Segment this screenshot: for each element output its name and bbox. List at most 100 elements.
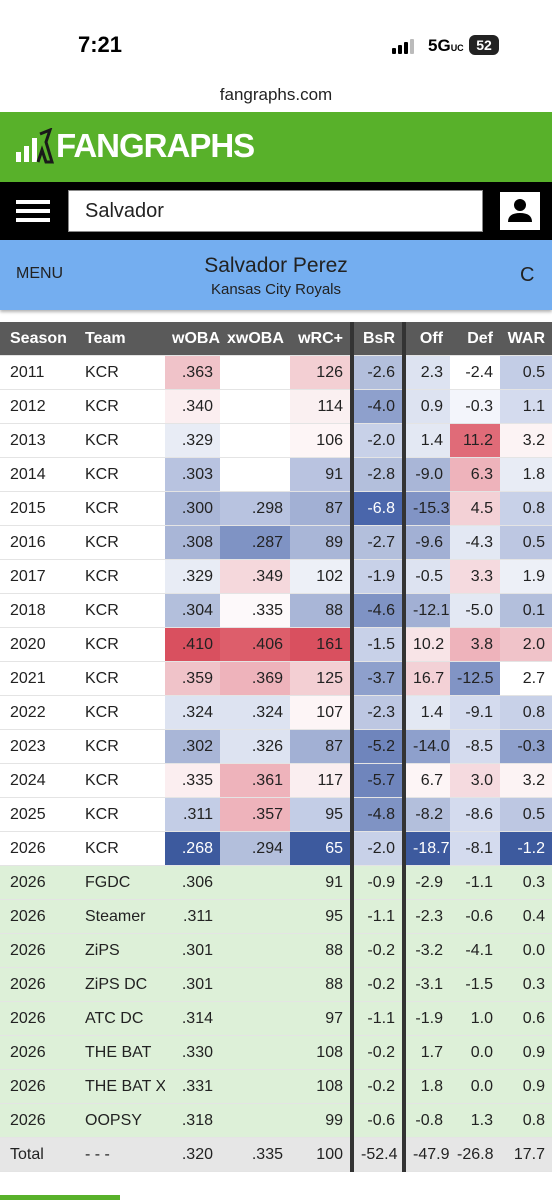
table-cell: .304 — [165, 593, 220, 628]
table-cell: 4.5 — [450, 491, 500, 526]
table-row: 2026 ATC DC .314 97 -1.1 -1.9 1.0 0.6 — [0, 1001, 552, 1036]
table-cell: 3.2 — [500, 423, 552, 458]
table-cell: .294 — [220, 831, 290, 866]
url[interactable]: fangraphs.com — [219, 85, 333, 104]
table-row: 2026 OOPSY .318 99 -0.6 -0.8 1.3 0.8 — [0, 1103, 552, 1138]
table-cell — [220, 389, 290, 424]
hamburger[interactable] — [16, 198, 52, 224]
table-cell: -9.6 — [404, 525, 450, 560]
table-cell: .311 — [165, 899, 220, 934]
user-button[interactable] — [500, 192, 540, 230]
table-cell: 91 — [290, 865, 354, 900]
player-name: Salvador Perez — [204, 254, 348, 277]
table-cell: 0.0 — [450, 1069, 500, 1104]
table-row: 2013 KCR .329 106 -2.0 1.4 11.2 3.2 — [0, 423, 552, 458]
search-input[interactable]: Salvador — [68, 190, 483, 232]
table-cell: 1.4 — [404, 423, 450, 458]
table-cell: -15.3 — [404, 491, 450, 526]
table-cell: KCR — [75, 593, 165, 628]
network-type: 5G — [428, 36, 451, 55]
table-cell: .324 — [220, 695, 290, 730]
column-header: wRC+ — [290, 322, 354, 356]
table-cell: -2.6 — [352, 355, 406, 390]
table-cell: - - - — [75, 1137, 165, 1172]
table-row: 2026 THE BAT .330 108 -0.2 1.7 0.0 0.9 — [0, 1035, 552, 1070]
table-cell: -2.0 — [352, 423, 406, 458]
table-cell: -2.7 — [352, 525, 406, 560]
column-header: wOBA — [165, 322, 220, 356]
table-cell: -18.7 — [404, 831, 450, 866]
table-cell: OOPSY — [75, 1103, 165, 1138]
table-cell: -2.9 — [404, 865, 450, 900]
table-cell: 2020 — [0, 627, 75, 662]
table-cell: .300 — [165, 491, 220, 526]
table-cell: 2012 — [0, 389, 75, 424]
column-header: Off — [404, 322, 450, 356]
column-header: Season — [0, 322, 75, 356]
table-cell: 2022 — [0, 695, 75, 730]
table-cell: 161 — [290, 627, 354, 662]
table-cell: -26.8 — [450, 1137, 500, 1172]
table-cell: -0.8 — [404, 1103, 450, 1138]
table-cell: 1.9 — [500, 559, 552, 594]
table-cell: 117 — [290, 763, 354, 798]
table-cell: ZiPS DC — [75, 967, 165, 1002]
table-cell: .340 — [165, 389, 220, 424]
menu-button[interactable]: MENU — [16, 265, 64, 282]
table-cell: 17.7 — [500, 1137, 552, 1172]
table-cell: .308 — [165, 525, 220, 560]
player-team[interactable]: Kansas City Royals — [210, 281, 342, 298]
table-cell: 99 — [290, 1103, 354, 1138]
table-cell — [220, 355, 290, 390]
table-cell: 2026 — [0, 1069, 75, 1104]
table-cell: .363 — [165, 355, 220, 390]
table-cell: -4.6 — [352, 593, 406, 628]
table-cell — [220, 967, 290, 1002]
table-cell: 0.5 — [500, 525, 552, 560]
table-cell: Total — [0, 1137, 75, 1172]
table-body: 2011 KCR .363 126 -2.6 2.3 -2.4 0.5 2012 KCR .340 1… — [0, 355, 552, 1172]
table-cell — [220, 1001, 290, 1036]
scroll-indicator — [0, 1195, 120, 1200]
table-row: 2023 KCR .302.326 87 -5.2 -14.0 -8.5 -0.3 — [0, 729, 552, 764]
table-cell: -4.3 — [450, 525, 500, 560]
table-cell: 2026 — [0, 865, 75, 900]
table-cell: -1.1 — [450, 865, 500, 900]
table-cell: 2026 — [0, 1103, 75, 1138]
table-cell: 1.0 — [450, 1001, 500, 1036]
table-row: 2012 KCR .340 114 -4.0 0.9 -0.3 1.1 — [0, 389, 552, 424]
table-cell: .287 — [220, 525, 290, 560]
table-cell: 0.5 — [500, 797, 552, 832]
table-cell: 95 — [290, 899, 354, 934]
table-row: 2026 ZiPS DC .301 88 -0.2 -3.1 -1.5 0.3 — [0, 967, 552, 1002]
table-cell: KCR — [75, 797, 165, 832]
table-row: 2024 KCR .335.361 117 -5.7 6.7 3.0 3.2 — [0, 763, 552, 798]
table-cell: .320 — [165, 1137, 220, 1172]
table-cell: 2026 — [0, 1001, 75, 1036]
table-cell: -1.1 — [352, 899, 406, 934]
table-cell: 0.5 — [500, 355, 552, 390]
table-cell: .268 — [165, 831, 220, 866]
table-cell: 91 — [290, 457, 354, 492]
table-cell: .326 — [220, 729, 290, 764]
table-cell: 126 — [290, 355, 354, 390]
table-cell: 2021 — [0, 661, 75, 696]
table-cell: KCR — [75, 389, 165, 424]
table-cell: 125 — [290, 661, 354, 696]
table-cell: .329 — [165, 559, 220, 594]
table-row: 2017 KCR .329.349 102 -1.9 -0.5 3.3 1.9 — [0, 559, 552, 594]
table-cell: 2025 — [0, 797, 75, 832]
table-cell — [220, 1069, 290, 1104]
table-cell: 2023 — [0, 729, 75, 764]
table-cell: 2.0 — [500, 627, 552, 662]
table-cell: 107 — [290, 695, 354, 730]
table-cell: .329 — [165, 423, 220, 458]
logo[interactable]: FANGRAPHS — [56, 127, 255, 164]
table-cell: 106 — [290, 423, 354, 458]
table-cell: .301 — [165, 967, 220, 1002]
table-cell: 2026 — [0, 967, 75, 1002]
table-cell: .302 — [165, 729, 220, 764]
table-cell: 88 — [290, 967, 354, 1002]
table-cell: -8.5 — [450, 729, 500, 764]
table-cell: -12.1 — [404, 593, 450, 628]
